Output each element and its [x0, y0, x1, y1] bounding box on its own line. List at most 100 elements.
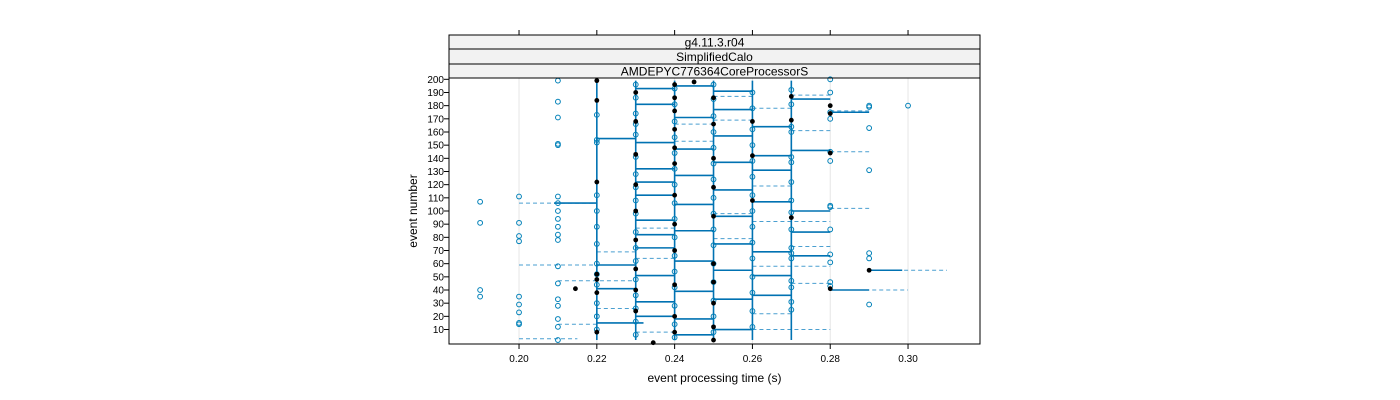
data-point-open [788, 197, 795, 204]
data-point-filled [633, 151, 639, 157]
data-point-open [632, 318, 639, 325]
data-point-open [710, 329, 717, 336]
data-point-open [593, 260, 600, 267]
data-point-open [632, 94, 639, 101]
data-point-open [749, 142, 756, 149]
data-point-filled [711, 184, 716, 190]
data-point-open [749, 208, 756, 214]
data-point-open [632, 171, 639, 178]
data-point-open [788, 179, 795, 185]
data-point-open [632, 110, 639, 117]
data-point-open [671, 118, 678, 125]
data-point-open [788, 209, 795, 216]
data-point-open [671, 200, 678, 206]
data-point-open [866, 255, 873, 262]
data-point-open [788, 129, 795, 135]
data-point-filled [633, 208, 639, 214]
data-point-open [516, 301, 522, 308]
data-point-open [827, 115, 834, 122]
data-point-filled [594, 329, 600, 335]
data-point-open [516, 238, 522, 245]
data-point-open [710, 144, 717, 151]
data-point-open [477, 219, 484, 226]
data-point-filled [711, 261, 716, 267]
data-point-open [477, 293, 484, 300]
data-point-open [593, 111, 600, 118]
x-tick-label: 0.30 [898, 354, 918, 365]
x-tick-label: 0.20 [509, 354, 529, 365]
data-point-open [555, 142, 561, 149]
data-point-filled [750, 153, 755, 159]
data-point-open [866, 301, 873, 308]
x-tick-label: 0.26 [743, 354, 763, 365]
data-point-open [516, 193, 522, 200]
data-point-open [632, 292, 639, 299]
data-point-open [593, 313, 600, 320]
y-tick-label: 200 [427, 75, 444, 86]
data-point-filled [594, 290, 600, 296]
y-tick-label: 180 [427, 101, 444, 112]
y-tick-label: 70 [433, 246, 445, 257]
data-point-filled [711, 324, 716, 330]
data-point-open [671, 334, 678, 341]
y-tick-label: 60 [433, 259, 445, 270]
data-point-filled [594, 271, 600, 277]
data-point-open [555, 323, 561, 330]
data-point-open [827, 251, 834, 258]
strip-1-label: AMDEPYC776364CoreProcessorS [621, 65, 808, 79]
data-point-filled [633, 119, 639, 124]
data-point-filled [711, 337, 716, 343]
data-point-open [555, 316, 561, 322]
x-axis-title: event processing time (s) [647, 371, 781, 385]
y-tick-label: 90 [433, 220, 445, 231]
data-point-open [632, 331, 639, 338]
data-point-open [788, 255, 795, 262]
y-tick-label: 170 [427, 114, 444, 125]
data-point-open [866, 167, 873, 174]
data-point-open [788, 306, 795, 313]
data-point-filled [750, 198, 755, 203]
data-point-open [749, 223, 756, 230]
data-point-open [593, 139, 600, 146]
data-point-open [671, 234, 678, 241]
data-point-open [710, 129, 717, 135]
y-tick-label: 80 [433, 233, 445, 244]
data-point-filled [672, 161, 678, 166]
data-point-filled [711, 213, 716, 219]
data-point-filled [711, 95, 716, 101]
data-point-filled [672, 108, 678, 114]
data-point-open [827, 158, 834, 164]
data-point-open [632, 244, 639, 251]
data-point-open [671, 302, 678, 309]
data-point-open [788, 86, 795, 93]
data-point-filled [788, 215, 794, 220]
data-point-open [555, 223, 561, 230]
y-tick-label: 190 [427, 88, 444, 99]
x-tick-label: 0.22 [587, 354, 607, 365]
data-point-open [749, 105, 756, 112]
data-point-filled [672, 282, 678, 288]
data-point-filled [633, 287, 639, 293]
x-tick-label: 0.24 [665, 354, 685, 365]
data-point-open [477, 198, 484, 205]
data-point-open [710, 160, 717, 167]
data-point-open [749, 273, 756, 280]
data-point-filled [633, 308, 639, 314]
data-point-open [749, 173, 756, 180]
data-point-open [555, 77, 561, 84]
data-point-open [593, 136, 600, 143]
data-point-open [866, 250, 873, 257]
data-point-open [593, 281, 600, 288]
y-tick-label: 140 [427, 154, 444, 165]
data-point-filled [672, 126, 678, 132]
data-point-open [749, 126, 756, 133]
data-point-open [555, 200, 561, 206]
data-point-open [827, 226, 834, 233]
data-point-open [749, 289, 756, 296]
data-point-open [555, 337, 561, 343]
data-point-filled [672, 95, 678, 101]
y-tick-label: 40 [433, 286, 445, 297]
data-point-open [477, 287, 484, 293]
data-point-filled [711, 300, 716, 306]
